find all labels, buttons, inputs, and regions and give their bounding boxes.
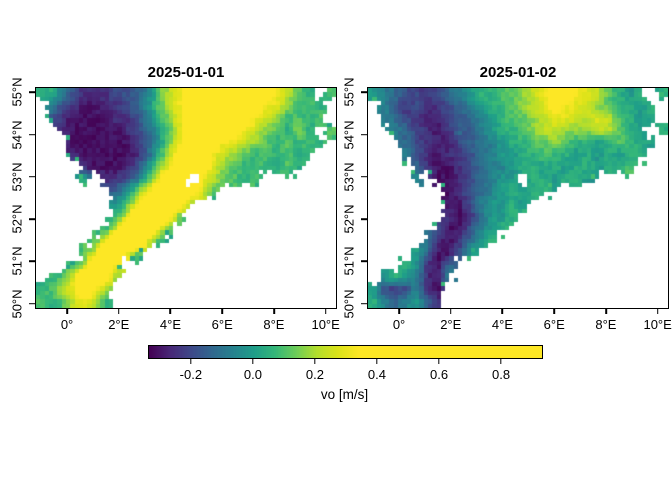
colorbar-tick	[314, 358, 316, 364]
x-axis-tick-label: 0°	[392, 317, 406, 332]
colorbar: -0.2 0.0 0.2 0.4 0.6 0.8	[148, 345, 543, 382]
y-axis-tick	[361, 176, 368, 178]
x-axis-tick-label: 2°E	[440, 317, 462, 332]
colorbar-tick	[376, 358, 378, 364]
x-axis-tick-label: 4°E	[159, 317, 182, 332]
x-axis-tick	[66, 308, 68, 314]
colorbar-tick-label: -0.2	[179, 367, 203, 382]
y-axis-tick	[29, 218, 36, 220]
x-axis-tick-label: 2°E	[108, 317, 130, 332]
y-axis-tick-label: 54°N	[9, 120, 25, 150]
map-panel-1: 2025-01-01 0° 2°E 4°E 6°E 8°E 10°E 50°N 51°N 52°…	[10, 64, 340, 332]
y-axis-tick-label: 50°N	[341, 289, 357, 319]
y-axis-tick-label: 55°N	[9, 77, 25, 107]
colorbar-tick-label: 0.2	[305, 367, 324, 382]
x-axis-tick-label: 10°E	[311, 317, 340, 332]
x-axis-tick-label: 8°E	[263, 317, 285, 332]
x-axis-tick	[605, 308, 607, 314]
y-axis-tick	[29, 302, 36, 305]
x-axis-tick	[553, 308, 555, 314]
y-axis-tick-label: 54°N	[341, 120, 357, 150]
y-axis-tick-label: 52°N	[341, 204, 357, 234]
y-axis-tick	[361, 302, 368, 305]
y-axis-tick-label: 50°N	[9, 289, 25, 319]
y-axis-tick	[29, 260, 36, 263]
colorbar-tick	[500, 358, 502, 364]
panel-1-title: 2025-01-01	[147, 64, 225, 81]
y-axis-tick	[361, 260, 368, 263]
x-axis-tick-label: 10°E	[643, 317, 672, 332]
x-axis-tick	[273, 308, 275, 314]
x-axis-tick	[398, 308, 400, 314]
x-axis-tick-label: 6°E	[211, 317, 233, 332]
x-axis-tick-label: 0°	[60, 317, 74, 332]
colorbar-tick-label: 0.8	[492, 367, 511, 382]
colorbar-tick	[190, 358, 192, 364]
map-canvas-1	[36, 88, 336, 308]
colorbar-tick-label: 0.4	[367, 367, 387, 382]
y-axis-tick	[29, 133, 36, 136]
x-axis-tick	[501, 308, 504, 314]
y-axis-tick-label: 55°N	[341, 77, 357, 107]
y-axis-tick-label: 51°N	[9, 246, 25, 276]
y-axis-tick-label: 52°N	[9, 204, 25, 234]
map-panel-2: 2025-01-02 0° 2°E 4°E 6°E 8°E 10°E 50°N 51°N 52°…	[342, 64, 672, 332]
colorbar-tick-label: 0.6	[429, 367, 449, 382]
y-axis-tick-label: 53°N	[9, 162, 25, 192]
y-axis-tick	[29, 176, 36, 178]
x-axis-tick	[656, 308, 659, 314]
y-axis-tick-label: 51°N	[341, 246, 357, 276]
map-canvas-2	[368, 88, 668, 308]
colorbar-tick	[438, 358, 440, 364]
panel-2-title: 2025-01-02	[479, 64, 557, 81]
x-axis-tick	[169, 308, 172, 314]
colorbar-unit-label: vo [m/s]	[320, 387, 369, 402]
x-axis-tick-label: 6°E	[543, 317, 565, 332]
colorbar-canvas	[149, 346, 542, 358]
y-axis-tick	[361, 133, 368, 136]
y-axis-tick	[361, 218, 368, 220]
x-axis-tick	[324, 308, 327, 314]
colorbar-tick	[252, 358, 254, 364]
x-axis-tick	[449, 308, 452, 314]
colorbar-tick-label: 0.0	[243, 367, 262, 382]
y-axis-tick	[29, 91, 36, 94]
x-axis-tick	[117, 308, 120, 314]
x-axis-tick-label: 4°E	[491, 317, 514, 332]
y-axis-tick	[361, 91, 368, 94]
y-axis-tick-label: 53°N	[341, 162, 357, 192]
x-axis-tick-label: 8°E	[595, 317, 617, 332]
x-axis-tick	[221, 308, 223, 314]
